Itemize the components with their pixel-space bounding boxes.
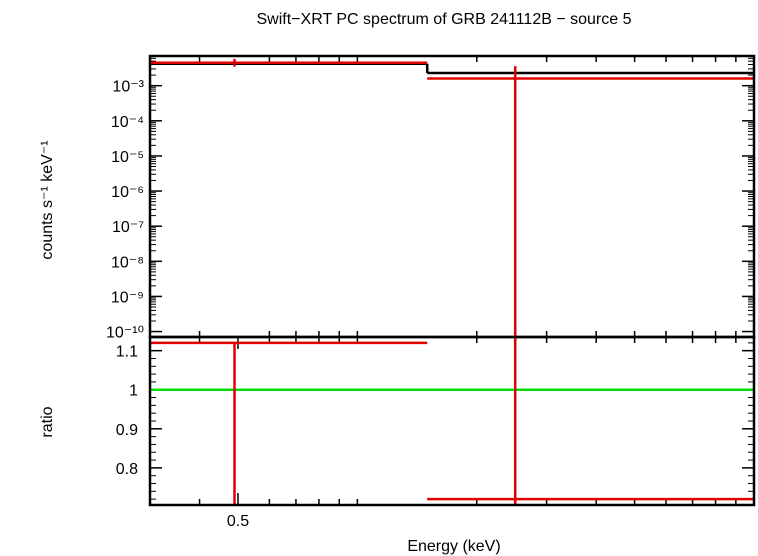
x-axis-label: Energy (keV) bbox=[407, 538, 500, 555]
top-y-axis-label: counts s⁻¹ keV⁻¹ bbox=[39, 140, 56, 259]
y-tick-label: 10⁻⁹ bbox=[111, 289, 144, 306]
y-tick-label: 0.9 bbox=[116, 422, 138, 439]
y-tick-label: 10⁻⁸ bbox=[111, 254, 144, 271]
spectrum-panel: 10⁻³ 10⁻⁴ 10⁻⁵ 10⁻⁶ 10⁻⁷ 10⁻⁸ 10⁻⁹ 10⁻¹⁰ bbox=[106, 54, 756, 342]
ratio-panel: 0.5 0.8 0.9 1 1.1 bbox=[116, 335, 756, 530]
y-tick-label: 10⁻⁴ bbox=[111, 114, 144, 131]
y-tick-label: 10⁻³ bbox=[112, 79, 144, 96]
y-tick-label: 0.8 bbox=[116, 461, 138, 478]
chart-title: Swift−XRT PC spectrum of GRB 241112B − s… bbox=[257, 11, 632, 28]
bottom-panel-frame bbox=[148, 335, 756, 507]
y-tick-label: 10⁻⁵ bbox=[111, 149, 144, 166]
y-tick-label: 1 bbox=[129, 383, 138, 400]
top-panel-frame bbox=[148, 54, 756, 339]
y-tick-label: 10⁻⁷ bbox=[112, 219, 144, 236]
y-tick-label: 10⁻⁶ bbox=[111, 184, 144, 201]
y-tick-label: 10⁻¹⁰ bbox=[106, 325, 144, 342]
bottom-y-axis-label: ratio bbox=[39, 406, 56, 437]
y-tick-label: 1.1 bbox=[116, 344, 138, 361]
x-tick-label: 0.5 bbox=[227, 513, 249, 530]
